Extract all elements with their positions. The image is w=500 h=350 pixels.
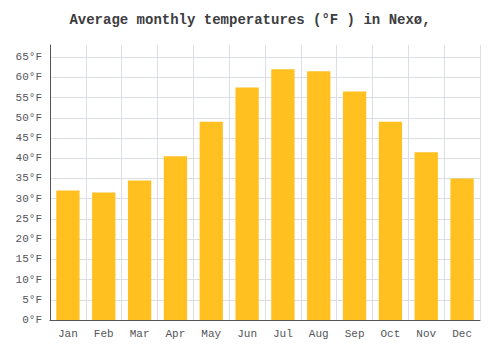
svg-text:50°F: 50°F — [16, 112, 42, 124]
svg-text:Jan: Jan — [58, 328, 78, 340]
svg-text:65°F: 65°F — [16, 51, 42, 63]
svg-text:40°F: 40°F — [16, 152, 42, 164]
svg-text:Mar: Mar — [130, 328, 150, 340]
svg-text:35°F: 35°F — [16, 172, 42, 184]
svg-text:55°F: 55°F — [16, 92, 42, 104]
svg-text:Apr: Apr — [166, 328, 186, 340]
svg-text:Aug: Aug — [309, 328, 329, 340]
svg-text:30°F: 30°F — [16, 193, 42, 205]
svg-text:10°F: 10°F — [16, 274, 42, 286]
svg-text:Nov: Nov — [416, 328, 436, 340]
svg-text:Average monthly temperatures (: Average monthly temperatures (°F ) in Ne… — [69, 12, 430, 28]
svg-text:Jun: Jun — [237, 328, 257, 340]
svg-text:15°F: 15°F — [16, 253, 42, 265]
svg-text:Jul: Jul — [273, 328, 293, 340]
svg-text:Dec: Dec — [452, 328, 472, 340]
svg-text:5°F: 5°F — [22, 294, 42, 306]
svg-text:20°F: 20°F — [16, 233, 42, 245]
svg-text:60°F: 60°F — [16, 71, 42, 83]
svg-text:Feb: Feb — [94, 328, 114, 340]
svg-text:0°F: 0°F — [22, 314, 42, 326]
svg-text:45°F: 45°F — [16, 132, 42, 144]
svg-text:25°F: 25°F — [16, 213, 42, 225]
svg-text:Oct: Oct — [381, 328, 401, 340]
svg-text:May: May — [201, 328, 221, 340]
svg-text:Sep: Sep — [345, 328, 365, 340]
